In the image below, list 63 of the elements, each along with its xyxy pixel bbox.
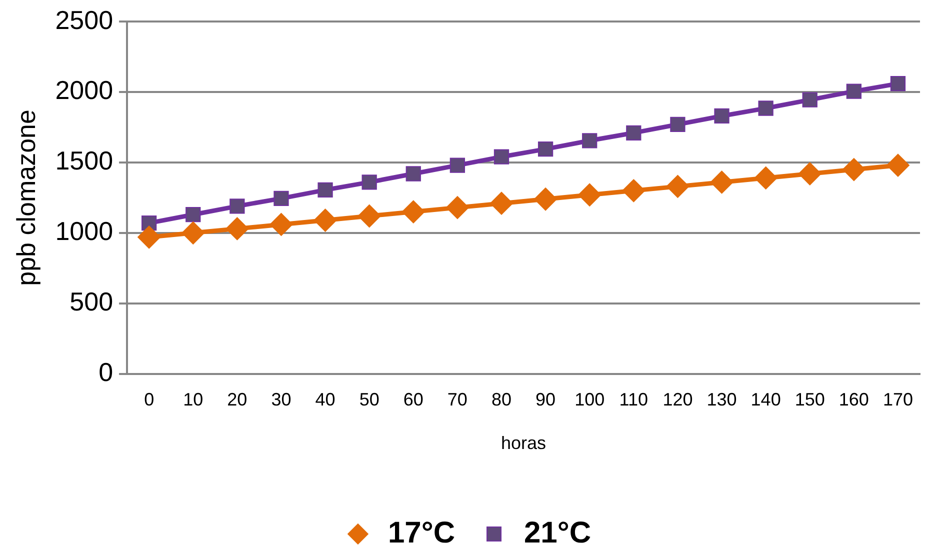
y-tick-label: 2000 <box>55 75 114 106</box>
legend-label: 21°C <box>524 516 592 550</box>
y-tick-label: 1500 <box>55 146 114 176</box>
x-tick-label: 140 <box>750 390 781 410</box>
x-tick-label: 30 <box>271 390 292 410</box>
point <box>362 174 377 190</box>
x-tick-label: 150 <box>794 390 825 410</box>
point <box>490 192 513 215</box>
y-tick-label: 2500 <box>55 4 114 35</box>
point <box>270 212 293 236</box>
y-axis-title: ppb clomazone <box>10 110 41 286</box>
point <box>318 182 333 198</box>
x-tick-label: 90 <box>536 390 556 410</box>
point <box>446 196 469 220</box>
point <box>314 208 337 232</box>
x-tick-label: 160 <box>838 390 869 410</box>
x-tick-label: 10 <box>183 390 204 410</box>
point <box>534 188 558 211</box>
point <box>714 108 730 124</box>
x-tick-label: 170 <box>882 390 913 410</box>
point <box>406 166 421 182</box>
point <box>358 204 381 228</box>
point <box>846 84 862 99</box>
point <box>842 158 866 182</box>
point <box>138 226 161 249</box>
point <box>890 76 906 92</box>
x-tick-label: 70 <box>447 390 468 410</box>
y-tick-label: 1000 <box>55 216 114 246</box>
point <box>798 162 822 186</box>
point <box>626 125 642 140</box>
point <box>710 170 734 194</box>
x-tick-label: 110 <box>619 390 648 410</box>
point <box>226 217 249 240</box>
point <box>230 198 245 214</box>
y-tick-label: 0 <box>98 356 114 387</box>
x-tick-label: 0 <box>144 390 154 410</box>
x-tick-label: 100 <box>574 390 605 410</box>
x-tick-label: 80 <box>491 390 512 410</box>
point <box>802 92 818 108</box>
x-tick-label: 120 <box>662 390 693 410</box>
point <box>886 154 910 177</box>
point <box>274 190 289 206</box>
point <box>582 133 598 148</box>
point <box>622 179 646 202</box>
x-tick-label: 40 <box>315 390 336 410</box>
point <box>402 200 425 224</box>
point <box>182 221 205 244</box>
x-tick-label: 60 <box>403 390 424 410</box>
x-axis-title: horas <box>501 433 546 454</box>
point <box>538 142 554 157</box>
y-tick-label: 500 <box>70 286 114 317</box>
x-tick-label: 50 <box>359 390 380 410</box>
legend-label: 17°C <box>388 516 455 550</box>
point <box>186 207 201 222</box>
point <box>754 166 778 190</box>
point <box>758 100 774 116</box>
point <box>578 183 602 206</box>
x-tick-label: 20 <box>227 390 248 410</box>
point <box>450 158 466 173</box>
point <box>670 116 686 132</box>
point <box>494 149 510 164</box>
x-tick-label: 130 <box>706 390 737 410</box>
point <box>666 174 690 198</box>
